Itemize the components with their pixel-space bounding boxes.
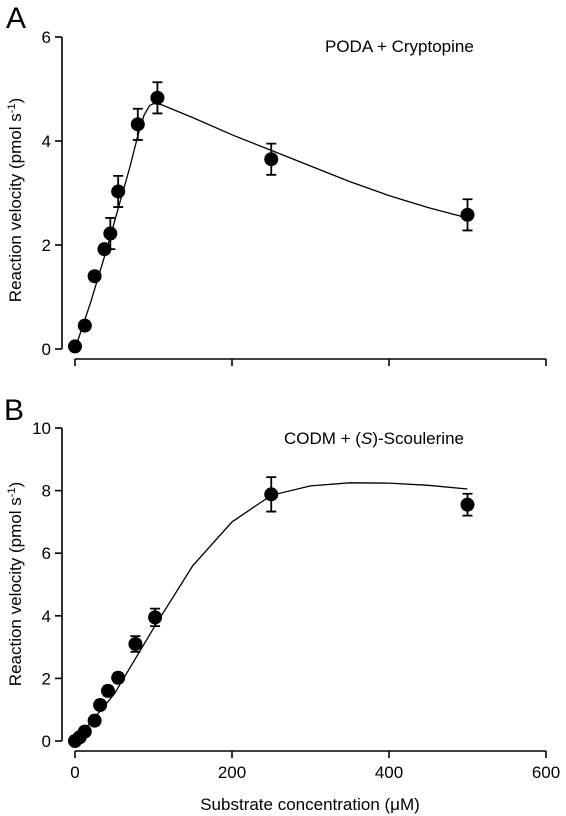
panel-b-fit: [74, 482, 468, 742]
panel-b-data-point: [100, 683, 115, 698]
panel-a-annotation: PODA + Cryptopine: [325, 37, 474, 56]
panel-b-fit-curve: [74, 482, 468, 742]
panel-a-y-tick-label: 2: [42, 236, 51, 255]
panel-a-data-point: [150, 90, 165, 105]
panel-a: A PODA + Cryptopine Reaction velocity (p…: [6, 2, 547, 366]
panel-a-y-tick-label: 0: [42, 340, 51, 359]
panel-b-xlabel: Substrate concentration (μM): [200, 795, 420, 814]
panel-a-data-point: [87, 269, 102, 284]
panel-a-y-tick-label: 4: [42, 132, 51, 151]
panel-label-a: A: [6, 2, 26, 35]
panel-b-data-point: [128, 636, 143, 651]
panel-b-data-point: [148, 610, 163, 625]
panel-b-x-tick-label: 200: [218, 763, 246, 782]
panel-b-x-tick-label: 600: [532, 763, 560, 782]
panel-a-data-point: [103, 226, 118, 241]
panel-b: B CODM + (S)-Scoulerine Reaction velocit…: [4, 394, 560, 814]
panel-b-data-point: [111, 670, 126, 685]
panel-b-y-tick-label: 4: [42, 607, 51, 626]
panel-b-data-point: [460, 497, 475, 512]
panel-b-y-tick-label: 8: [42, 482, 51, 501]
panel-b-y-tick-label: 6: [42, 544, 51, 563]
panel-b-x-tick-label: 400: [375, 763, 403, 782]
panel-b-y-tick-label: 2: [42, 669, 51, 688]
panel-b-points: [68, 476, 475, 748]
panel-b-annotation: CODM + (S)-Scoulerine: [284, 429, 464, 448]
panel-a-data-point: [460, 207, 475, 222]
panel-a-ylabel: Reaction velocity (pmol s-1): [6, 98, 25, 302]
panel-a-data-point: [130, 117, 145, 132]
panel-a-data-point: [68, 339, 82, 354]
panel-b-y-tick-label: 0: [42, 732, 51, 751]
panel-a-data-point: [77, 318, 92, 333]
panel-a-data-point: [111, 184, 126, 199]
panel-a-data-point: [264, 152, 279, 167]
panel-b-data-point: [87, 713, 102, 728]
panel-b-axes: 0 2 4 6 8 10 0 200 400 600: [32, 419, 560, 782]
panel-a-points: [68, 81, 475, 354]
panel-b-data-point: [77, 724, 92, 739]
panel-a-y-tick-label: 6: [42, 28, 51, 47]
panel-b-ylabel: Reaction velocity (pmol s-1): [6, 482, 25, 686]
panel-a-data-point: [97, 242, 112, 257]
panel-b-data-point: [264, 487, 279, 502]
panel-b-data-point: [93, 698, 108, 713]
panel-a-axes: 0 2 4 6: [42, 28, 547, 366]
panel-b-y-tick-label: 10: [32, 419, 51, 438]
panel-label-b: B: [4, 394, 24, 427]
panel-b-x-tick-label: 0: [70, 763, 79, 782]
